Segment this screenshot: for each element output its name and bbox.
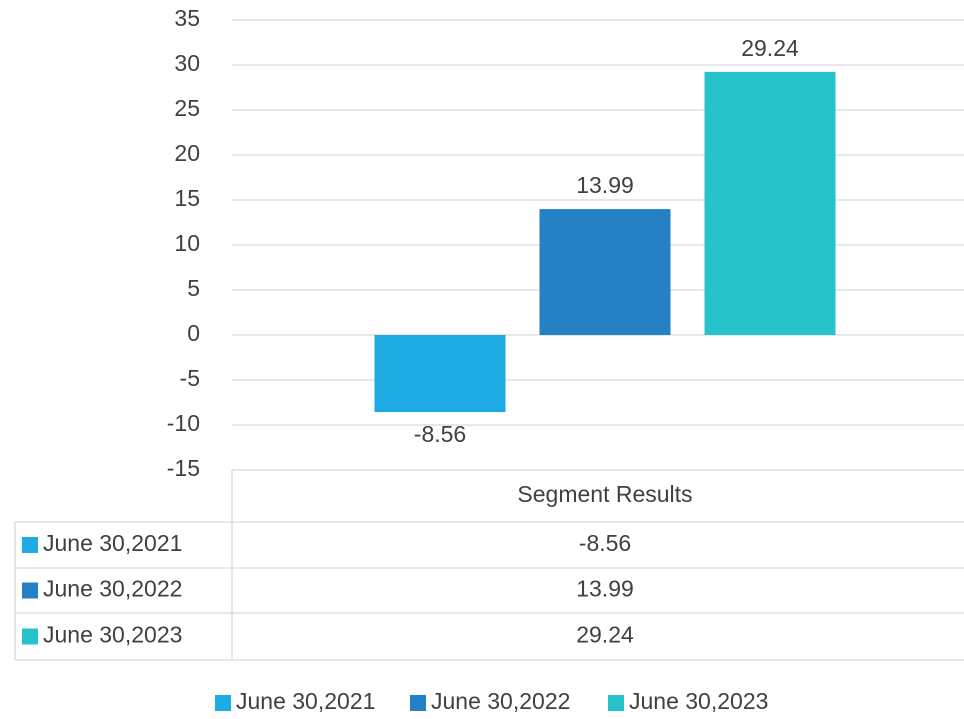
table-row-label: June 30,2023	[43, 622, 182, 648]
bar	[539, 209, 671, 335]
y-tick-label: 35	[174, 5, 200, 31]
legend-label: June 30,2022	[431, 688, 570, 714]
table-key	[22, 628, 38, 645]
y-tick-label: 10	[174, 230, 200, 256]
legend-swatch	[215, 695, 231, 711]
table-key	[22, 537, 38, 553]
y-tick-label: -10	[167, 410, 200, 436]
y-tick-label: 0	[187, 320, 200, 346]
y-tick-label: -15	[167, 455, 200, 481]
table-cell: 13.99	[576, 576, 634, 602]
data-label: 29.24	[741, 35, 799, 61]
table-header: Segment Results	[517, 481, 692, 507]
data-label: -8.56	[414, 421, 466, 447]
table-cell: 29.24	[576, 622, 634, 648]
data-label: 13.99	[576, 172, 634, 198]
legend-label: June 30,2021	[236, 688, 375, 714]
legend-swatch	[608, 695, 624, 711]
y-tick-label: 20	[174, 140, 200, 166]
table-key	[22, 582, 38, 599]
bar	[374, 335, 506, 413]
y-tick-label: 25	[174, 95, 200, 121]
table-row-label: June 30,2021	[43, 530, 182, 556]
table-cell: -8.56	[579, 530, 631, 556]
legend-swatch	[410, 695, 426, 711]
y-tick-label: 15	[174, 185, 200, 211]
y-tick-label: 30	[174, 50, 200, 76]
y-tick-label: 5	[187, 275, 200, 301]
table-row-label: June 30,2022	[43, 576, 182, 602]
y-tick-label: -5	[180, 365, 200, 391]
legend-label: June 30,2023	[629, 688, 768, 714]
bar	[704, 71, 836, 335]
